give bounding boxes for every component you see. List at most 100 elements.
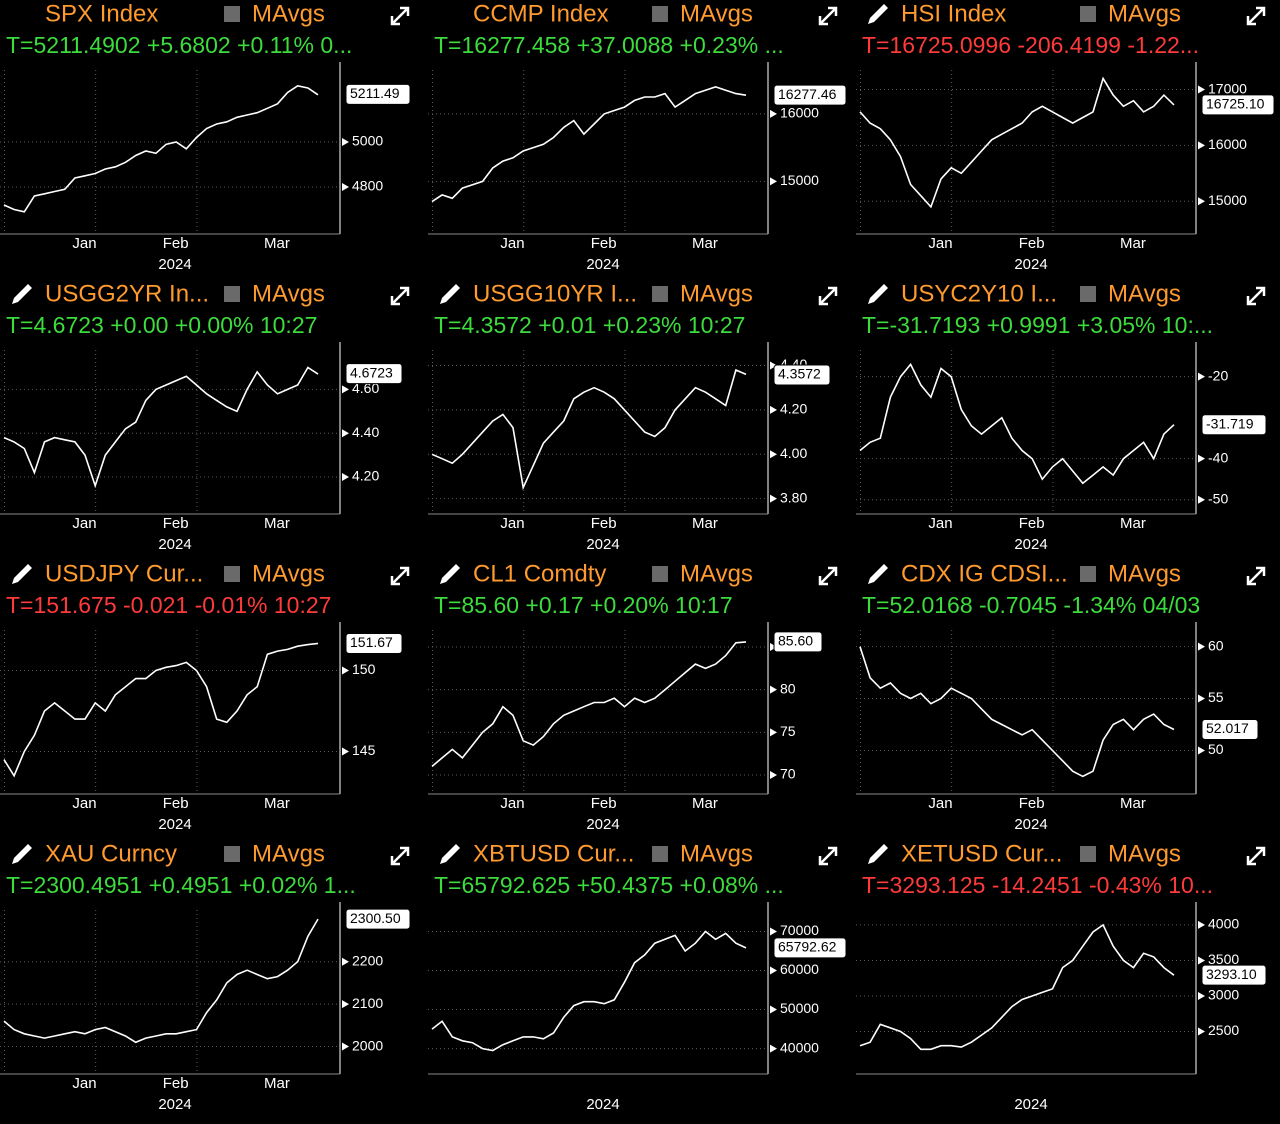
toggle-box[interactable] [652, 6, 668, 22]
toggle-box[interactable] [652, 286, 668, 302]
panel-title[interactable]: CDX IG CDSI... [901, 560, 1068, 587]
x-axis-year: 2024 [586, 816, 619, 833]
quote-line: T=85.60 +0.17 +0.20% 10:17 [434, 592, 733, 618]
edit-icon[interactable] [12, 564, 32, 584]
toggle-label[interactable]: MAvgs [680, 840, 753, 867]
x-tick-label: Mar [1120, 235, 1146, 252]
y-tick-label: 16000 [780, 105, 819, 121]
quote-line: T=3293.125 -14.2451 -0.43% 10... [862, 872, 1213, 898]
expand-icon[interactable] [818, 286, 838, 306]
edit-icon[interactable] [12, 844, 32, 864]
expand-icon[interactable] [390, 286, 410, 306]
x-tick-label: Mar [692, 235, 718, 252]
expand-icon[interactable] [390, 846, 410, 866]
edit-icon[interactable] [868, 844, 888, 864]
y-tick-mark [1198, 642, 1205, 651]
expand-icon[interactable] [1246, 6, 1266, 26]
quote-line: T=5211.4902 +5.6802 +0.11% 0... [6, 32, 352, 58]
quote-line: T=4.6723 +0.00 +0.00% 10:27 [6, 312, 317, 338]
expand-icon[interactable] [1246, 846, 1266, 866]
edit-icon[interactable] [440, 284, 460, 304]
edit-icon[interactable] [868, 4, 888, 24]
panel-title[interactable]: USDJPY Cur... [45, 560, 203, 587]
toggle-box[interactable] [224, 6, 240, 22]
toggle-label[interactable]: MAvgs [680, 280, 753, 307]
y-tick-label: 2500 [1208, 1022, 1239, 1038]
y-tick-mark [770, 361, 777, 370]
edit-icon[interactable] [868, 284, 888, 304]
toggle-label[interactable]: MAvgs [1108, 560, 1181, 587]
toggle-box[interactable] [224, 846, 240, 862]
x-tick-label: Jan [72, 795, 96, 812]
y-tick-mark [1198, 85, 1205, 94]
price-line [431, 86, 747, 203]
y-tick-label: 15000 [780, 172, 819, 188]
y-tick-label: 50000 [780, 1000, 819, 1016]
y-tick-label: 3000 [1208, 987, 1239, 1003]
y-tick-label: 4.60 [352, 380, 379, 396]
panel-title[interactable]: CL1 Comdty [473, 560, 606, 587]
expand-icon[interactable] [390, 6, 410, 26]
expand-icon[interactable] [818, 566, 838, 586]
panel-title[interactable]: XAU Curncy [45, 840, 177, 867]
toggle-label[interactable]: MAvgs [680, 560, 753, 587]
panel-title[interactable]: XETUSD Cur... [901, 840, 1062, 867]
quote-line: T=4.3572 +0.01 +0.23% 10:27 [434, 312, 745, 338]
edit-icon[interactable] [12, 284, 32, 304]
y-tick-label: 4800 [352, 178, 383, 194]
panel-title[interactable]: SPX Index [45, 0, 158, 27]
expand-icon[interactable] [1246, 286, 1266, 306]
toggle-box[interactable] [1080, 566, 1096, 582]
toggle-box[interactable] [1080, 6, 1096, 22]
expand-icon[interactable] [390, 566, 410, 586]
edit-icon[interactable] [868, 564, 888, 584]
toggle-box[interactable] [224, 286, 240, 302]
panel-title[interactable]: USYC2Y10 I... [901, 280, 1057, 307]
toggle-label[interactable]: MAvgs [252, 840, 325, 867]
y-tick-label: 2000 [352, 1037, 383, 1053]
panel: CL1 Comdty MAvgs T=85.60 +0.17 +0.20% 10:1… [428, 560, 838, 833]
price-line [859, 646, 1175, 778]
last-price-label: 4.6723 [350, 364, 393, 380]
panel: USGG10YR I... MAvgs T=4.3572 +0.01 +0.23% … [428, 280, 838, 553]
edit-icon[interactable] [440, 844, 460, 864]
toggle-label[interactable]: MAvgs [252, 0, 325, 27]
toggle-label[interactable]: MAvgs [252, 280, 325, 307]
y-tick-mark [342, 138, 349, 146]
panel-title[interactable]: HSI Index [901, 0, 1006, 27]
toggle-box[interactable] [652, 566, 668, 582]
panel-title[interactable]: USGG10YR I... [473, 280, 637, 307]
panel-title[interactable]: XBTUSD Cur... [473, 840, 634, 867]
toggle-label[interactable]: MAvgs [680, 0, 753, 27]
y-tick-mark [1198, 956, 1205, 965]
expand-icon[interactable] [818, 6, 838, 26]
panel: HSI Index MAvgs T=16725.0996 -206.4199 -1.… [856, 0, 1275, 273]
toggle-label[interactable]: MAvgs [1108, 840, 1181, 867]
panel-title[interactable]: USGG2YR In... [45, 280, 209, 307]
expand-icon[interactable] [1246, 566, 1266, 586]
x-axis-year: 2024 [586, 1096, 619, 1113]
last-price-label: 85.60 [778, 633, 813, 649]
toggle-box[interactable] [1080, 846, 1096, 862]
toggle-box[interactable] [224, 566, 240, 582]
y-tick-label: 150 [352, 661, 376, 677]
toggle-label[interactable]: MAvgs [252, 560, 325, 587]
expand-icon[interactable] [818, 846, 838, 866]
price-line [3, 366, 319, 489]
edit-icon[interactable] [440, 564, 460, 584]
x-tick-label: Jan [928, 795, 952, 812]
last-price-label: 2300.50 [350, 910, 401, 926]
quote-line: T=16277.458 +37.0088 +0.23% ... [434, 32, 784, 58]
toggle-box[interactable] [652, 846, 668, 862]
toggle-label[interactable]: MAvgs [1108, 0, 1181, 27]
y-tick-label: 16000 [1208, 136, 1247, 152]
x-axis-year: 2024 [1014, 536, 1047, 553]
toggle-box[interactable] [1080, 286, 1096, 302]
toggle-label[interactable]: MAvgs [1108, 280, 1181, 307]
last-price-label: 5211.49 [350, 85, 400, 101]
panel-title[interactable]: CCMP Index [473, 0, 609, 27]
x-tick-label: Jan [500, 235, 524, 252]
price-line [859, 923, 1175, 1051]
price-line [3, 642, 319, 778]
